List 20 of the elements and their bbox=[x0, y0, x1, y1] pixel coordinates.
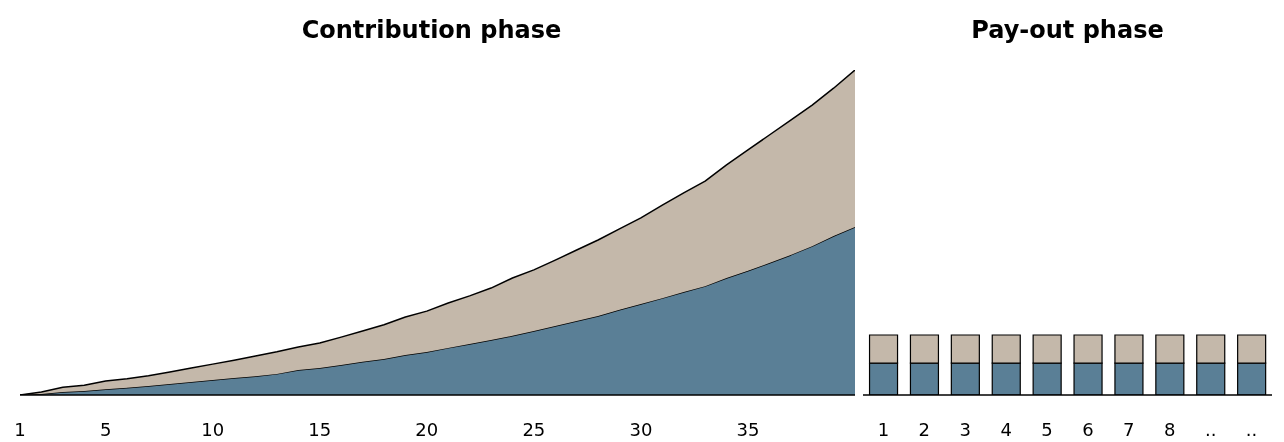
x-tick-label: 5 bbox=[1041, 418, 1053, 440]
x-tick-label: 2 bbox=[918, 418, 931, 440]
chart-title: Contribution phase bbox=[300, 15, 563, 46]
x-tick-label: 4 bbox=[1000, 418, 1012, 440]
x-tick-label: 1 bbox=[877, 418, 890, 440]
x-tick-label: 5 bbox=[99, 418, 112, 440]
x-tick-label: 10 bbox=[201, 418, 225, 440]
x-tick-label: 6 bbox=[1082, 418, 1094, 440]
x-tick-label: 35 bbox=[736, 418, 760, 440]
x-tick-label: 15 bbox=[308, 418, 332, 440]
x-tick-label: .. bbox=[1245, 418, 1258, 440]
chart-title: Pay-out phase bbox=[970, 15, 1165, 46]
x-tick-label: .. bbox=[1204, 418, 1217, 440]
x-tick-label: 8 bbox=[1164, 418, 1176, 440]
x-tick-label: 20 bbox=[415, 418, 439, 440]
x-tick-label: 1 bbox=[14, 418, 26, 440]
x-tick-label: 30 bbox=[629, 418, 653, 440]
x-tick-label: 25 bbox=[522, 418, 546, 440]
x-tick-label: 3 bbox=[959, 418, 971, 440]
x-tick-label: 7 bbox=[1123, 418, 1135, 440]
